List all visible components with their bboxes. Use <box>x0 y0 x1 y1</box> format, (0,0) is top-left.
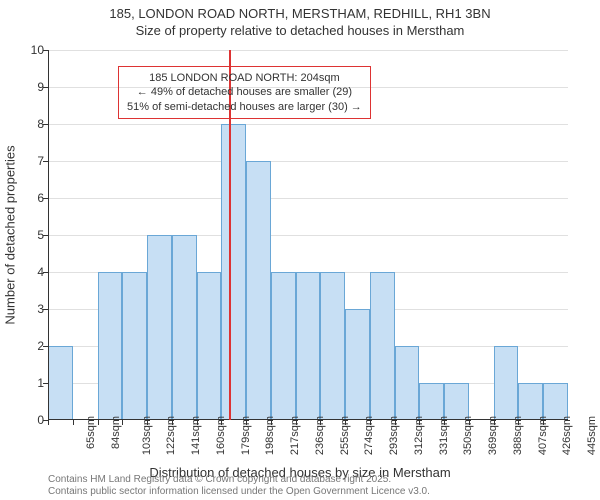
x-tick-mark <box>345 420 346 425</box>
x-tick-mark <box>73 420 74 425</box>
annotation-box: 185 LONDON ROAD NORTH: 204sqm← 49% of de… <box>118 66 371 119</box>
y-tick-label: 9 <box>20 80 44 94</box>
plot-area: 01234567891065sqm84sqm103sqm122sqm141sqm… <box>48 50 568 420</box>
histogram-bar <box>172 235 197 420</box>
footer-line-1: Contains HM Land Registry data © Crown c… <box>48 474 430 486</box>
histogram-bar <box>48 346 73 420</box>
title-line-1: 185, LONDON ROAD NORTH, MERSTHAM, REDHIL… <box>0 6 600 23</box>
footer-attribution: Contains HM Land Registry data © Crown c… <box>48 474 430 498</box>
title-line-2: Size of property relative to detached ho… <box>0 23 600 40</box>
histogram-bar <box>246 161 271 420</box>
x-tick-mark <box>444 420 445 425</box>
x-tick-mark <box>296 420 297 425</box>
x-tick-mark <box>246 420 247 425</box>
y-axis-label: Number of detached properties <box>3 145 18 324</box>
x-tick-mark <box>172 420 173 425</box>
x-tick-mark <box>370 420 371 425</box>
chart-title: 185, LONDON ROAD NORTH, MERSTHAM, REDHIL… <box>0 6 600 40</box>
x-tick-mark <box>320 420 321 425</box>
gridline <box>48 235 568 236</box>
x-tick-mark <box>494 420 495 425</box>
y-tick-label: 3 <box>20 302 44 316</box>
x-tick-label: 426sqm <box>562 416 574 455</box>
y-tick-label: 7 <box>20 154 44 168</box>
x-tick-mark <box>543 420 544 425</box>
histogram-bar <box>370 272 395 420</box>
x-tick-mark <box>122 420 123 425</box>
x-tick-mark <box>271 420 272 425</box>
gridline <box>48 198 568 199</box>
x-tick-label: 445sqm <box>586 416 598 455</box>
histogram-bar <box>197 272 222 420</box>
histogram-bar <box>221 124 246 420</box>
x-tick-mark <box>98 420 99 425</box>
y-tick-label: 5 <box>20 228 44 242</box>
annotation-line: 51% of semi-detached houses are larger (… <box>127 100 362 114</box>
chart-container: 185, LONDON ROAD NORTH, MERSTHAM, REDHIL… <box>0 0 600 500</box>
y-tick-label: 0 <box>20 413 44 427</box>
histogram-bar <box>320 272 345 420</box>
annotation-line: ← 49% of detached houses are smaller (29… <box>127 85 362 99</box>
gridline <box>48 124 568 125</box>
x-tick-mark <box>419 420 420 425</box>
x-tick-mark <box>221 420 222 425</box>
histogram-bar <box>444 383 469 420</box>
histogram-bar <box>494 346 519 420</box>
histogram-bar <box>345 309 370 420</box>
x-tick-mark <box>147 420 148 425</box>
gridline <box>48 50 568 51</box>
x-tick-mark <box>48 420 49 425</box>
x-tick-mark <box>395 420 396 425</box>
y-tick-label: 2 <box>20 339 44 353</box>
histogram-bar <box>543 383 568 420</box>
y-tick-label: 6 <box>20 191 44 205</box>
histogram-bar <box>271 272 296 420</box>
x-tick-mark <box>518 420 519 425</box>
x-tick-mark <box>197 420 198 425</box>
y-tick-label: 10 <box>20 43 44 57</box>
histogram-bar <box>419 383 444 420</box>
x-tick-label: 84sqm <box>110 416 122 449</box>
y-tick-label: 4 <box>20 265 44 279</box>
histogram-bar <box>122 272 147 420</box>
footer-line-2: Contains public sector information licen… <box>48 486 430 498</box>
annotation-line: 185 LONDON ROAD NORTH: 204sqm <box>127 71 362 85</box>
y-tick-label: 1 <box>20 376 44 390</box>
histogram-bar <box>98 272 123 420</box>
x-tick-mark <box>469 420 470 425</box>
x-tick-label: 65sqm <box>85 416 97 449</box>
histogram-bar <box>147 235 172 420</box>
gridline <box>48 161 568 162</box>
histogram-bar <box>518 383 543 420</box>
histogram-bar <box>395 346 420 420</box>
y-tick-label: 8 <box>20 117 44 131</box>
histogram-bar <box>296 272 321 420</box>
y-axis-line <box>48 50 49 420</box>
